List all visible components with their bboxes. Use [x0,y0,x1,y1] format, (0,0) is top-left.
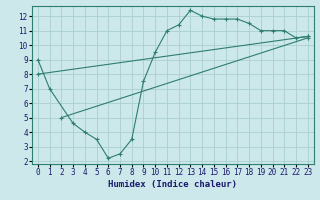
X-axis label: Humidex (Indice chaleur): Humidex (Indice chaleur) [108,180,237,189]
